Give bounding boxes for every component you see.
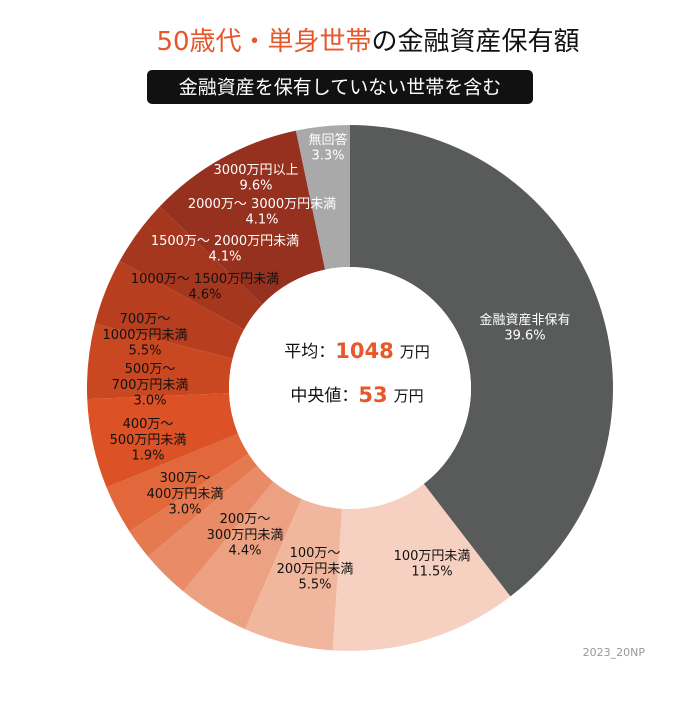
slice [159,130,326,305]
label-line: 3000万円以上 [213,163,298,178]
value-label: 3.0% [168,503,201,518]
subtitle-box [147,70,533,104]
label-line: 500万円未満 [110,433,187,448]
slice-label: 500万〜 700万円未満 [112,362,189,393]
footnote: 2023_20NP [583,646,646,659]
center-value: 1048 [335,339,393,363]
value-label: 4.1% [245,213,278,228]
slice [244,498,343,651]
label-line: 1000万〜 1500万円未満 [131,272,279,287]
slice-label: 100万〜 200万円未満 [277,546,354,577]
value-label: 5.5% [298,578,331,593]
value-label: 1.9% [131,449,164,464]
slice [129,453,258,557]
title-rest: の金融資産保有額 [372,27,580,57]
center-line: 中央値：53 万円 [290,383,423,407]
slice [148,465,274,592]
slice-label: 2000万〜 3000万円未満 [188,197,336,212]
slice-label: 無回答 [308,132,347,148]
slice [86,323,233,400]
value-label: 4.1% [208,250,241,265]
value-label: 4.4% [228,544,261,559]
label-line: 100万〜 [290,546,341,561]
slice [350,125,614,597]
slice [119,206,263,330]
value-label: 39.6% [504,329,545,344]
chart-title: 50歳代・単身世帯の金融資産保有額 [156,27,579,57]
label-line: 300万円未満 [207,528,284,543]
center-unit: 万円 [400,343,430,361]
slice [87,393,238,488]
label-line: 500万〜 [125,362,176,377]
label-line: 1500万〜 2000万円未満 [151,234,299,249]
label-line: 400万〜 [123,417,174,432]
slice [106,433,249,532]
slice-label: 金融資産非保有 [479,312,570,328]
slice-label: 1500万〜 2000万円未満 [151,234,299,249]
donut-hole [229,267,471,509]
slice-label: 400万〜 500万円未満 [110,417,187,448]
value-label: 4.6% [188,288,221,303]
slice-label: 3000万円以上 [213,163,298,178]
center-unit: 万円 [394,387,424,405]
slices [86,125,614,652]
slice-label: 200万〜 300万円未満 [207,512,284,543]
value-label: 9.6% [239,179,272,194]
label-line: 1000万円未満 [102,328,187,343]
slice-label: 300万〜 400万円未満 [147,471,224,502]
title-highlight: 50歳代・単身世帯 [156,27,371,57]
label-line: 700万円未満 [112,378,189,393]
label-line: 無回答 [308,132,347,148]
label-line: 400万円未満 [147,487,224,502]
label-line: 700万〜 [120,312,171,327]
value-label: 11.5% [411,565,452,580]
slice-label: 100万円未満 [394,549,471,564]
slice [332,483,511,652]
center-line: 平均：1048 万円 [284,339,429,363]
slice [183,481,302,630]
label-line: 300万〜 [160,471,211,486]
slice-label: 1000万〜 1500万円未満 [131,272,279,287]
slice [94,261,245,359]
center-value: 53 [358,383,387,407]
value-label: 3.3% [311,149,344,164]
center-label: 中央値： [290,386,358,406]
slice-label: 700万〜 1000万円未満 [102,312,187,343]
slice [295,125,350,270]
label-line: 金融資産非保有 [479,312,570,328]
label-line: 200万〜 [220,512,271,527]
subtitle: 金融資産を保有していない世帯を含む [179,77,501,99]
label-line: 2000万〜 3000万円未満 [188,197,336,212]
center-label: 平均： [284,342,335,362]
label-line: 200万円未満 [277,562,354,577]
label-line: 100万円未満 [394,549,471,564]
value-label: 3.0% [133,394,166,409]
value-label: 5.5% [128,344,161,359]
